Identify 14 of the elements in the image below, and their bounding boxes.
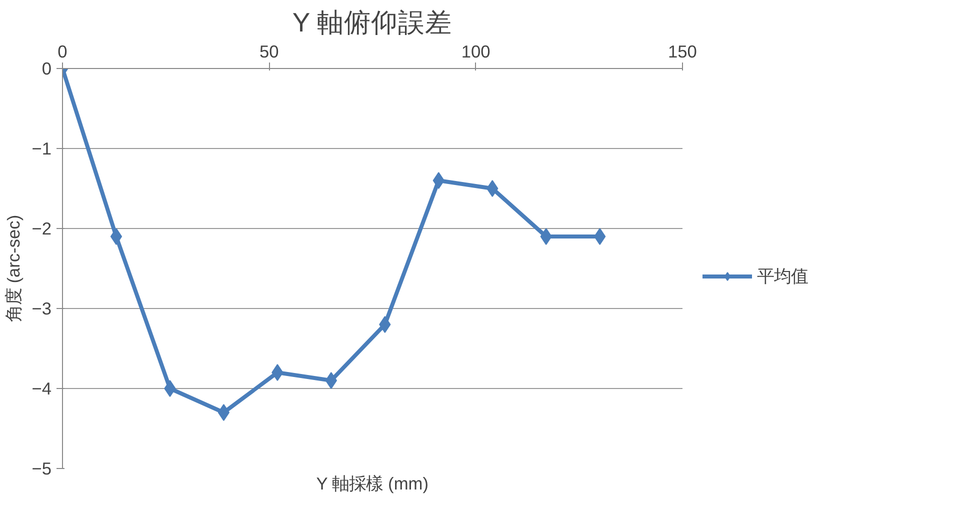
y-tick-label: −3 <box>32 298 52 318</box>
x-tick-label: 100 <box>461 42 490 62</box>
x-tick-label: 0 <box>58 42 68 62</box>
y-tick-label: −4 <box>32 378 52 398</box>
y-tick-label: −1 <box>32 138 52 158</box>
chart-title: Y 軸俯仰誤差 <box>292 8 452 38</box>
x-axis-title: Y 軸採樣 (mm) <box>316 474 428 494</box>
y-tick-label: −5 <box>32 458 52 478</box>
x-tick-label: 50 <box>260 42 279 62</box>
x-tick-label: 150 <box>668 42 697 62</box>
y-tick-label: −2 <box>32 218 52 238</box>
y-axis-title: 角度 (arc-sec) <box>4 214 24 322</box>
legend-label: 平均值 <box>757 265 808 288</box>
y-tick-label: 0 <box>42 58 52 78</box>
